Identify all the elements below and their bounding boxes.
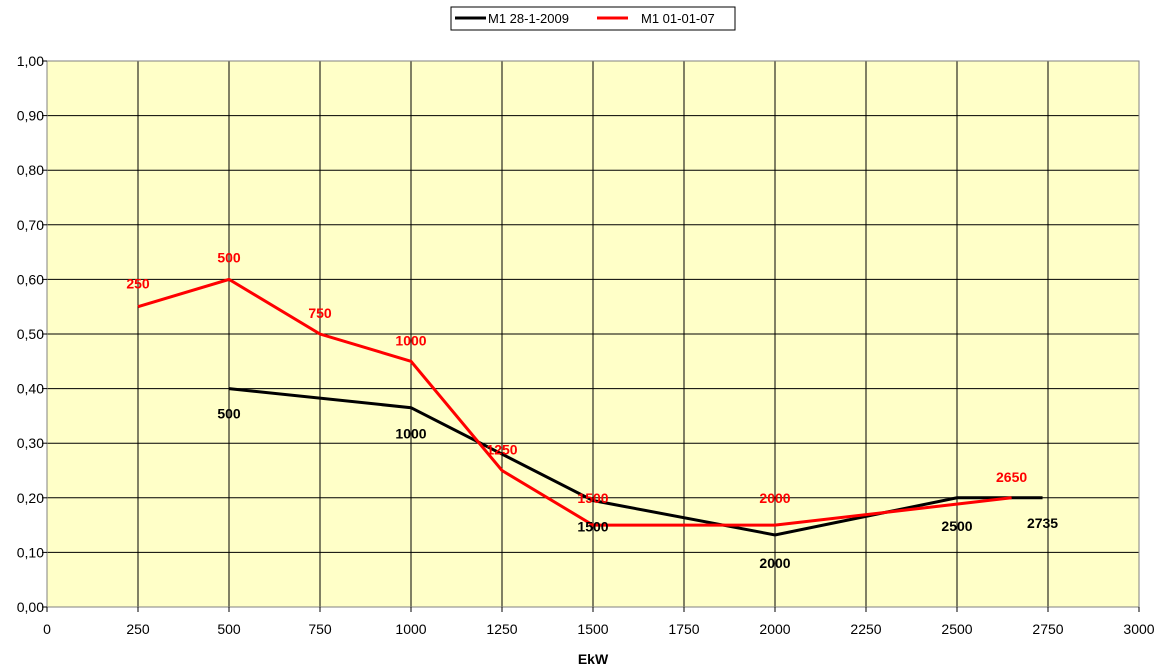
legend-box: [450, 6, 736, 31]
x-tick-label: 2750: [1032, 621, 1063, 637]
x-tick-label: 2500: [941, 621, 972, 637]
data-label-series-2: 2650: [996, 469, 1027, 485]
y-tick-label: 0,50: [17, 326, 44, 342]
y-tick-label: 0,70: [17, 217, 44, 233]
data-label-series-2: 1500: [577, 490, 608, 506]
x-tick-label: 3000: [1123, 621, 1154, 637]
series-line-1: [228, 387, 1043, 537]
y-tick-label: 0,30: [17, 435, 44, 451]
series-line-2: [137, 277, 1012, 527]
legend-label-series-2: M1 01-01-07: [641, 11, 715, 26]
data-label-series-2: 1250: [486, 442, 517, 458]
y-tick-label: 0,80: [17, 162, 44, 178]
data-label-series-2: 1000: [395, 332, 426, 348]
x-tick-label: 2000: [759, 621, 790, 637]
data-label-series-1: 1000: [395, 426, 426, 442]
x-tick-label: 0: [43, 621, 51, 637]
y-tick-label: 0,90: [17, 108, 44, 124]
grid: [47, 60, 1139, 607]
data-label-series-1: 2500: [941, 518, 972, 534]
data-label-series-1: 2735: [1027, 515, 1058, 531]
data-label-series-1: 1500: [577, 519, 608, 535]
legend: M1 28-1-2009 M1 01-01-07: [450, 6, 736, 31]
data-label-series-1: 500: [217, 406, 241, 422]
data-label-series-2: 500: [217, 249, 241, 265]
legend-label-series-1: M1 28-1-2009: [488, 11, 569, 26]
data-label-series-1: 2000: [759, 555, 790, 571]
y-tick-label: 0,40: [17, 381, 44, 397]
data-label-series-2: 250: [126, 276, 150, 292]
data-label-series-2: 750: [308, 305, 332, 321]
x-axis-title: EkW: [578, 651, 609, 667]
x-tick-label: 1750: [668, 621, 699, 637]
x-tick-label: 1500: [577, 621, 608, 637]
y-tick-label: 1,00: [17, 53, 44, 69]
y-tick-label: 0,10: [17, 544, 44, 560]
y-tick-label: 0,60: [17, 271, 44, 287]
axis-ticks: 0 250 500 750 1000 1250 1500 1750 2000 2250 2500 27…: [17, 53, 1155, 637]
y-tick-label: 0,00: [17, 599, 44, 615]
data-label-series-2: 2000: [759, 490, 790, 506]
data-labels: 500 1000 1500 2000 2500 2735 250 500 750 1000 1250…: [126, 249, 1058, 571]
x-tick-label: 250: [126, 621, 150, 637]
x-tick-label: 1250: [486, 621, 517, 637]
x-tick-label: 750: [308, 621, 332, 637]
x-tick-label: 500: [217, 621, 241, 637]
x-tick-label: 1000: [395, 621, 426, 637]
y-tick-label: 0,20: [17, 490, 44, 506]
series-lines: [137, 277, 1043, 537]
x-tick-label: 2250: [850, 621, 881, 637]
